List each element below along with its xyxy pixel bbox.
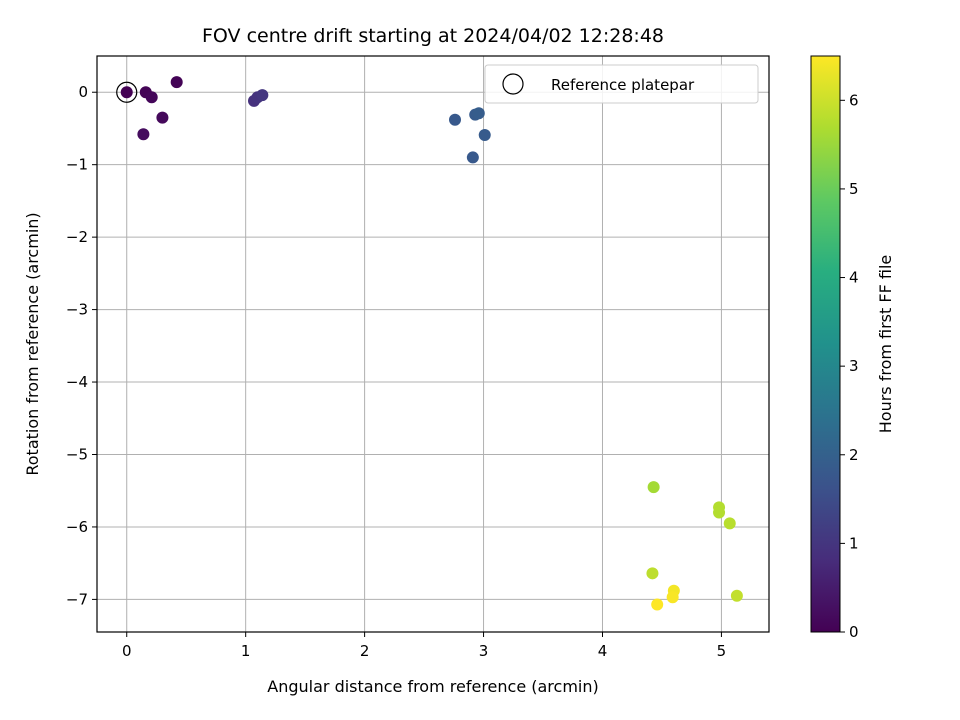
colorbar-tick-label: 0 xyxy=(849,623,859,641)
x-tick-label: 5 xyxy=(717,642,727,660)
y-tick-label: −7 xyxy=(66,590,88,608)
y-axis-label: Rotation from reference (arcmin) xyxy=(23,212,42,475)
x-tick-label: 3 xyxy=(479,642,489,660)
colorbar-tick-label: 1 xyxy=(849,534,859,552)
x-axis-ticks: 0 1 2 3 4 5 xyxy=(122,632,726,660)
x-tick-label: 1 xyxy=(241,642,251,660)
data-point xyxy=(466,151,479,164)
colorbar xyxy=(810,55,841,633)
y-tick-label: −6 xyxy=(66,518,88,536)
x-tick-label: 2 xyxy=(360,642,370,660)
colorbar-tick-label: 3 xyxy=(849,357,859,375)
y-tick-label: −4 xyxy=(66,373,88,391)
y-tick-label: −2 xyxy=(66,228,88,246)
data-point xyxy=(170,76,183,89)
colorbar-tick-label: 4 xyxy=(849,269,859,287)
y-tick-label: −1 xyxy=(66,156,88,174)
data-point xyxy=(723,517,736,530)
data-point xyxy=(478,128,491,141)
x-axis-label: Angular distance from reference (arcmin) xyxy=(267,677,598,696)
colorbar-tick-label: 5 xyxy=(849,180,859,198)
data-point xyxy=(646,567,659,580)
data-point xyxy=(145,91,158,104)
legend-marker xyxy=(502,73,524,95)
data-point xyxy=(647,481,660,494)
data-point xyxy=(472,107,485,120)
reference-point xyxy=(116,81,138,103)
data-point xyxy=(666,591,679,604)
y-tick-label: −3 xyxy=(66,301,88,319)
data-point xyxy=(137,128,150,141)
colorbar-ticks: 0 1 2 3 4 5 6 xyxy=(840,91,859,641)
y-axis-ticks: 0 −1 −2 −3 −4 −5 −6 −7 xyxy=(66,83,97,608)
grid-lines xyxy=(97,56,769,632)
y-tick-label: −5 xyxy=(66,445,88,463)
legend: Reference platepar xyxy=(484,64,759,104)
colorbar-tick-label: 6 xyxy=(849,91,859,109)
chart-title: FOV centre drift starting at 2024/04/02 … xyxy=(202,25,664,47)
x-tick-label: 4 xyxy=(598,642,608,660)
reference-marker xyxy=(116,81,138,103)
data-point xyxy=(256,89,269,102)
plot-frame xyxy=(96,55,770,633)
y-tick-label: 0 xyxy=(78,83,88,101)
data-point xyxy=(713,506,726,519)
data-point xyxy=(120,86,133,99)
colorbar-tick-label: 2 xyxy=(849,446,859,464)
data-point xyxy=(651,598,664,611)
data-point xyxy=(449,113,462,126)
data-point xyxy=(156,111,169,124)
legend-label: Reference platepar xyxy=(551,76,695,94)
data-points xyxy=(120,76,743,611)
colorbar-label: Hours from first FF file xyxy=(876,255,895,434)
legend-box xyxy=(484,64,759,104)
data-point xyxy=(730,589,743,602)
x-tick-label: 0 xyxy=(122,642,132,660)
